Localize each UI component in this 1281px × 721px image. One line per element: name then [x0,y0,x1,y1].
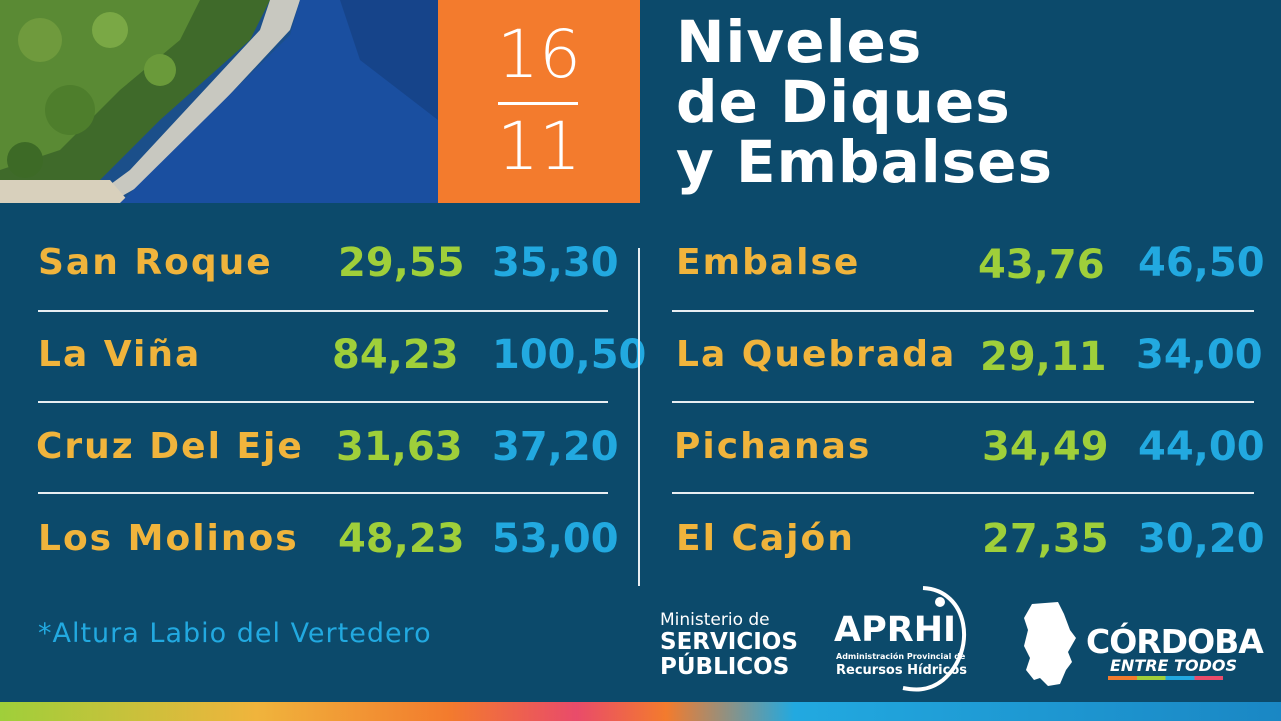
row-divider [38,492,608,494]
reservoir-level: 27,35 [982,516,1109,562]
row-divider [38,401,608,403]
date-day: 16 [497,16,581,93]
title-line-1: Niveles [676,8,923,76]
reservoir-name: La Viña [38,334,202,375]
reservoir-name: Los Molinos [38,518,299,559]
province-map-icon [1024,602,1076,686]
ministerio-logo: Ministerio de SERVICIOS PÚBLICOS [660,610,798,680]
aprhi-swirl-icon [902,586,966,692]
ministerio-line-3: PÚBLICOS [660,654,790,680]
reservoir-level: 29,11 [980,334,1107,380]
reservoir-level: 43,76 [978,242,1105,288]
row-divider [38,310,608,312]
row-divider [672,310,1254,312]
reservoir-level: 31,63 [336,424,463,470]
cordoba-sub: ENTRE TODOS [1110,656,1237,675]
aprhi-logo: APRHI Administración Provincial de Recur… [828,580,978,692]
bottom-color-strip [0,702,1281,721]
reservoir-max: 46,50 [1138,240,1265,286]
title-line-3: y Embalses [676,128,1053,196]
row-divider [672,401,1254,403]
date-divider [498,102,578,105]
reservoir-name: Pichanas [674,426,872,467]
dam-photo [0,0,438,203]
reservoir-name: La Quebrada [676,334,957,375]
cordoba-stripe [1108,676,1223,680]
reservoir-name: Cruz Del Eje [36,426,304,467]
ministerio-line-1: Ministerio de [660,610,770,630]
reservoir-max: 37,20 [492,424,619,470]
date-badge: 16 11 [438,0,640,203]
reservoir-max: 35,30 [492,240,619,286]
aprhi-name: APRHI [834,610,957,650]
aprhi-sub-1: Administración Provincial de [836,652,966,661]
reservoir-name: El Cajón [676,518,855,559]
ministerio-line-2: SERVICIOS [660,629,798,655]
reservoir-max: 100,50 [492,332,647,378]
row-divider [672,492,1254,494]
reservoir-name: Embalse [676,242,861,283]
cordoba-logo: CÓRDOBA ENTRE TODOS [1020,600,1264,690]
aprhi-sub-2: Recursos Hídricos [836,663,968,678]
date-month: 11 [497,108,581,185]
page-title: Niveles de Diques y Embalses [676,12,1053,192]
reservoir-max: 44,00 [1138,424,1265,470]
reservoir-level: 34,49 [982,424,1109,470]
reservoir-max: 34,00 [1136,332,1263,378]
reservoir-level: 48,23 [338,516,465,562]
cordoba-name: CÓRDOBA [1086,622,1264,661]
reservoir-level: 84,23 [332,332,459,378]
reservoir-max: 53,00 [492,516,619,562]
title-line-2: de Diques [676,68,1011,136]
reservoir-level: 29,55 [338,240,465,286]
reservoir-name: San Roque [38,242,273,283]
reservoir-max: 30,20 [1138,516,1265,562]
footnote: *Altura Labio del Vertedero [38,618,432,649]
column-divider [638,248,640,586]
